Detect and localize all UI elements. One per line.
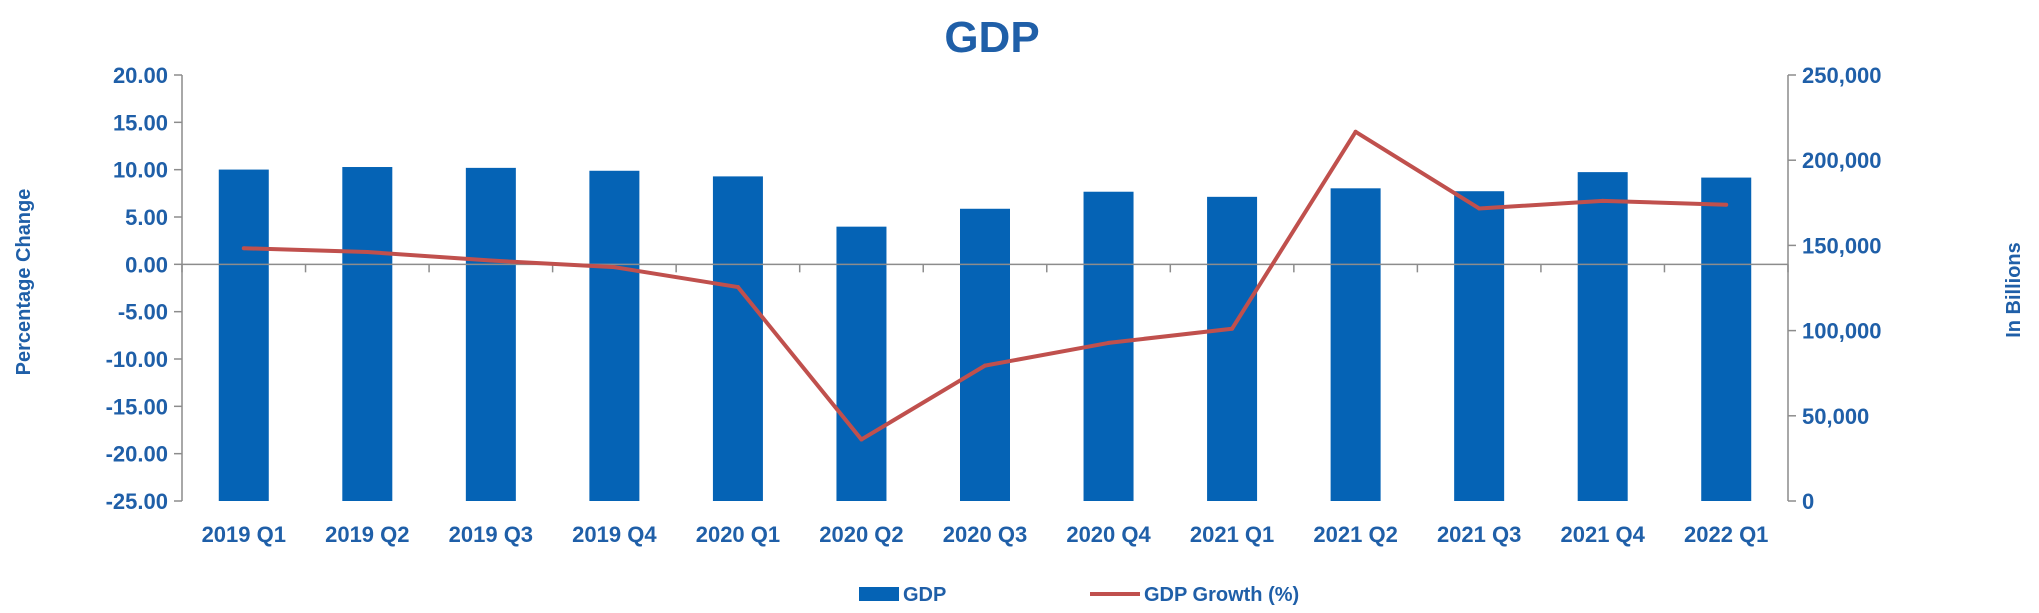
left-tick-label: -10.00: [106, 347, 168, 372]
category-label: 2021 Q3: [1437, 522, 1521, 547]
left-tick-label: 5.00: [125, 205, 168, 230]
category-label: 2019 Q1: [202, 522, 286, 547]
right-tick-label: 150,000: [1802, 233, 1882, 258]
right-tick-label: 250,000: [1802, 63, 1882, 88]
bar-gdp: [1701, 177, 1752, 501]
bar-gdp: [589, 170, 640, 501]
category-label: 2020 Q1: [696, 522, 780, 547]
point-gdp-growth: [365, 250, 370, 255]
right-tick-label: 200,000: [1802, 148, 1882, 173]
legend-label-gdp-growth: GDP Growth (%): [1144, 584, 1299, 606]
left-tick-label: 0.00: [125, 252, 168, 277]
right-tick-label: 0: [1802, 489, 1814, 514]
legend-swatch-gdp: [859, 587, 899, 601]
category-label: 2020 Q2: [819, 522, 903, 547]
bar-gdp: [960, 208, 1010, 502]
category-label: 2021 Q2: [1313, 522, 1397, 547]
category-label: 2020 Q3: [943, 522, 1027, 547]
bar-gdp: [1330, 188, 1381, 502]
legend: GDP GDP Growth (%): [859, 584, 1299, 606]
left-tick-label: 15.00: [113, 110, 168, 135]
point-gdp-growth: [1724, 202, 1729, 207]
point-gdp-growth: [1230, 326, 1235, 331]
point-gdp-growth: [1600, 198, 1605, 203]
legend-label-gdp: GDP: [903, 584, 946, 606]
point-gdp-growth: [859, 437, 864, 442]
point-gdp-growth: [1106, 340, 1111, 345]
category-label: 2021 Q4: [1560, 522, 1645, 547]
point-gdp-growth: [1353, 129, 1358, 134]
point-gdp-growth: [1477, 206, 1482, 211]
chart-title: GDP: [944, 13, 1039, 62]
bar-gdp: [342, 167, 393, 502]
left-tick-label: -5.00: [118, 300, 168, 325]
bar-gdp: [1577, 172, 1628, 502]
left-tick-label: -15.00: [106, 394, 168, 419]
category-label: 2020 Q4: [1066, 522, 1151, 547]
category-label: 2019 Q2: [325, 522, 409, 547]
left-tick-label: 20.00: [113, 63, 168, 88]
left-tick-label: 10.00: [113, 158, 168, 183]
left-tick-label: -20.00: [106, 442, 168, 467]
bar-gdp: [1454, 191, 1505, 501]
plot-area: 20.00 15.00 10.00 5.00 0.00 -5.00 -10.00 -15.00…: [106, 63, 1882, 547]
category-label: 2022 Q1: [1684, 522, 1768, 547]
bar-gdp: [1207, 196, 1258, 501]
category-label: 2019 Q4: [572, 522, 657, 547]
right-tick-label: 100,000: [1802, 319, 1882, 344]
left-axis-title: Percentage Change: [13, 189, 35, 376]
left-tick-label: -25.00: [106, 489, 168, 514]
category-label: 2021 Q1: [1190, 522, 1274, 547]
point-gdp-growth: [983, 363, 987, 368]
bar-gdp: [218, 169, 269, 501]
right-tick-label: 50,000: [1802, 404, 1869, 429]
bar-gdp: [465, 167, 516, 502]
bar-gdp: [712, 176, 763, 501]
point-gdp-growth: [735, 285, 740, 290]
bar-gdp: [836, 226, 887, 501]
category-label: 2019 Q3: [449, 522, 533, 547]
right-axis-title: In Billions: [2003, 242, 2025, 338]
point-gdp-growth: [488, 258, 493, 263]
point-gdp-growth: [612, 265, 617, 270]
point-gdp-growth: [241, 246, 246, 251]
